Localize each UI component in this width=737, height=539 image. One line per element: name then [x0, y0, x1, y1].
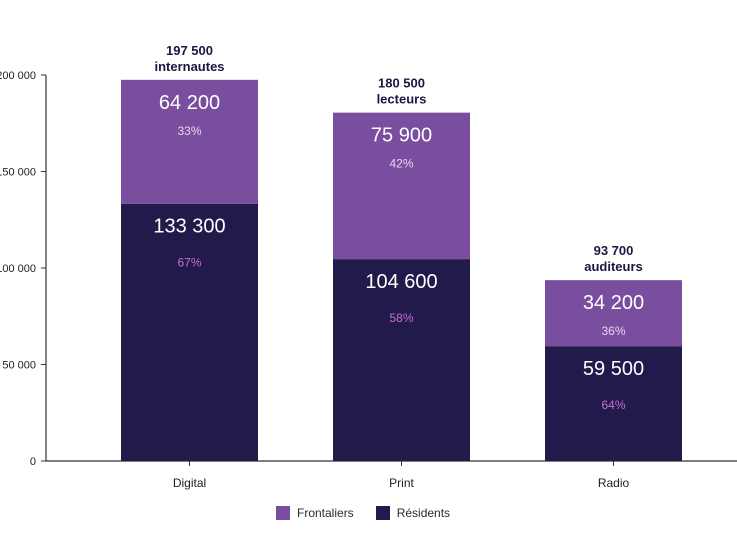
bar-frontaliers-radio	[545, 280, 682, 347]
total-unit-label: auditeurs	[584, 259, 643, 274]
x-tick-label: Print	[389, 476, 414, 490]
y-tick-label: 100 000	[0, 263, 36, 275]
y-tick-label: 0	[30, 456, 36, 468]
total-unit-label: internautes	[154, 59, 224, 74]
bar-frontaliers-digital	[121, 79, 258, 204]
x-tick-label: Digital	[173, 476, 206, 490]
bar-residents-radio	[545, 346, 682, 461]
percent-label-residents: 64%	[601, 398, 625, 412]
bar-frontaliers-print	[333, 112, 470, 260]
data-label-frontaliers: 75 900	[371, 125, 432, 147]
legend-item-residents: Résidents	[375, 506, 451, 520]
data-label-frontaliers: 34 200	[583, 292, 644, 314]
data-label-residents: 133 300	[153, 216, 225, 238]
percent-label-frontaliers: 36%	[601, 324, 625, 338]
percent-label-frontaliers: 42%	[389, 157, 413, 171]
y-tick-label: 150 000	[0, 167, 36, 179]
bar-residents-digital	[121, 203, 258, 461]
legend-item-frontaliers: Frontaliers	[276, 506, 354, 520]
bar-residents-print	[333, 259, 470, 461]
total-value-label: 93 700	[594, 243, 634, 258]
legend-swatch-frontaliers	[276, 506, 290, 520]
total-value-label: 197 500	[166, 43, 213, 58]
legend-swatch-residents	[375, 506, 390, 520]
data-label-residents: 59 500	[583, 358, 644, 380]
x-tick-label: Radio	[598, 476, 630, 490]
data-label-residents: 104 600	[365, 271, 437, 293]
data-label-frontaliers: 64 200	[159, 92, 220, 114]
total-unit-label: lecteurs	[377, 92, 427, 107]
legend-label-residents: Résidents	[396, 506, 451, 520]
total-value-label: 180 500	[378, 76, 425, 91]
legend-label-frontaliers: Frontaliers	[297, 506, 354, 520]
percent-label-residents: 58%	[389, 311, 413, 325]
percent-label-frontaliers: 33%	[177, 124, 201, 138]
y-tick-label: 50 000	[2, 360, 36, 372]
legend: Frontaliers Résidents	[276, 506, 450, 520]
y-tick-label: 200 000	[0, 70, 36, 82]
percent-label-residents: 67%	[177, 256, 201, 270]
